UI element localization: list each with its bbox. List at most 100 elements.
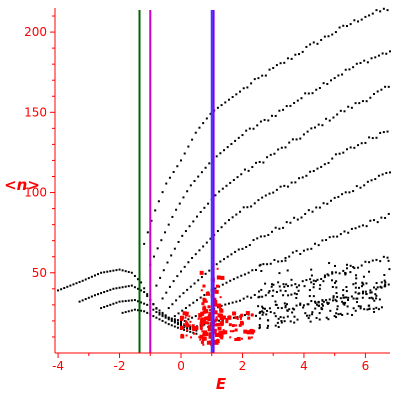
- black-point: [345, 290, 348, 293]
- black-point: [341, 73, 344, 76]
- black-point: [121, 286, 124, 289]
- black-point: [270, 114, 273, 117]
- black-point: [331, 271, 334, 274]
- black-point: [69, 284, 72, 287]
- black-point: [214, 194, 217, 197]
- black-point: [280, 146, 283, 149]
- black-point: [167, 316, 170, 319]
- black-point: [253, 202, 256, 205]
- black-point: [299, 302, 302, 305]
- black-point: [345, 296, 348, 299]
- red-point: [200, 340, 204, 344]
- red-point: [219, 296, 222, 299]
- black-point: [357, 292, 360, 295]
- black-point: [189, 285, 192, 288]
- black-point: [346, 305, 349, 308]
- black-point: [152, 315, 155, 318]
- black-point: [136, 287, 139, 290]
- black-point: [152, 255, 155, 258]
- red-point: [229, 336, 232, 339]
- black-point: [133, 299, 136, 302]
- black-point: [361, 224, 364, 227]
- black-point: [320, 278, 323, 280]
- black-point: [332, 235, 335, 238]
- black-point: [314, 301, 317, 304]
- black-point: [112, 287, 115, 290]
- black-point: [345, 267, 348, 270]
- black-point: [277, 326, 280, 329]
- black-point: [203, 323, 206, 326]
- black-point: [381, 173, 384, 176]
- black-point: [339, 312, 342, 315]
- black-point: [308, 314, 311, 317]
- black-point: [288, 255, 291, 258]
- red-point: [228, 315, 231, 318]
- black-point: [350, 106, 353, 109]
- red-point: [225, 318, 229, 322]
- black-point: [291, 311, 294, 314]
- red-point: [199, 334, 204, 339]
- black-point: [121, 300, 124, 303]
- black-point: [342, 24, 345, 27]
- black-point: [346, 312, 349, 315]
- red-point: [201, 302, 205, 306]
- black-point: [354, 274, 357, 277]
- red-point: [185, 321, 189, 325]
- black-point: [290, 57, 293, 60]
- black-point: [373, 286, 376, 289]
- black-point: [267, 233, 270, 236]
- black-point: [274, 300, 277, 303]
- black-point: [158, 309, 161, 312]
- black-point: [388, 268, 391, 271]
- black-point: [338, 272, 341, 275]
- black-point: [278, 227, 281, 230]
- y-axis-title: <n>: [4, 176, 40, 194]
- black-point: [322, 202, 325, 205]
- black-point: [140, 281, 143, 284]
- black-point: [170, 319, 173, 322]
- black-point: [368, 14, 371, 17]
- black-point: [381, 52, 384, 55]
- black-point: [357, 20, 360, 23]
- black-point: [280, 320, 283, 322]
- black-point: [382, 7, 385, 10]
- black-point: [269, 311, 272, 314]
- black-point: [165, 291, 168, 294]
- black-point: [225, 281, 228, 284]
- black-point: [370, 57, 373, 60]
- black-point: [271, 294, 274, 297]
- black-point: [183, 319, 186, 322]
- black-point: [231, 96, 234, 99]
- black-point: [373, 310, 376, 313]
- black-point: [362, 290, 364, 293]
- black-point: [103, 291, 106, 294]
- black-point: [274, 315, 277, 318]
- black-point: [253, 293, 256, 296]
- black-point: [374, 178, 377, 181]
- black-point: [315, 303, 318, 306]
- black-point: [383, 285, 386, 288]
- black-point: [331, 299, 334, 302]
- black-point: [186, 327, 189, 330]
- black-point: [305, 314, 308, 317]
- black-point: [387, 283, 390, 286]
- black-point: [219, 260, 222, 263]
- black-point: [336, 295, 339, 298]
- black-point: [204, 272, 207, 275]
- black-point: [310, 274, 313, 277]
- black-point: [257, 290, 260, 293]
- black-point: [155, 284, 158, 287]
- black-point: [274, 226, 277, 229]
- black-point: [373, 92, 376, 95]
- black-point: [353, 19, 356, 22]
- black-point: [182, 196, 185, 199]
- black-point: [375, 306, 378, 309]
- y-tick-label: 150: [24, 105, 47, 119]
- black-point: [295, 249, 298, 252]
- black-point: [143, 302, 146, 305]
- black-point: [261, 305, 264, 308]
- black-point: [187, 145, 190, 148]
- black-point: [283, 285, 286, 288]
- black-point: [280, 260, 283, 263]
- black-point: [348, 191, 351, 194]
